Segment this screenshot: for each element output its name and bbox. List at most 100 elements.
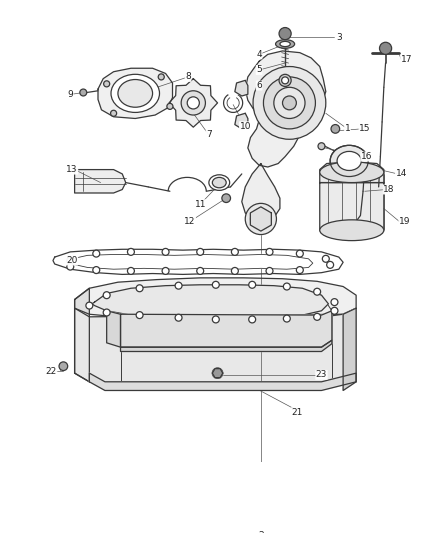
Circle shape bbox=[103, 309, 110, 316]
Polygon shape bbox=[235, 114, 248, 129]
Polygon shape bbox=[242, 164, 280, 222]
Circle shape bbox=[331, 298, 338, 305]
Text: 14: 14 bbox=[396, 169, 407, 179]
Text: 15: 15 bbox=[359, 124, 371, 133]
Circle shape bbox=[331, 125, 339, 133]
Circle shape bbox=[314, 288, 321, 295]
Circle shape bbox=[283, 283, 290, 290]
Polygon shape bbox=[53, 249, 343, 274]
Circle shape bbox=[249, 316, 256, 323]
Polygon shape bbox=[74, 308, 356, 382]
Polygon shape bbox=[69, 254, 313, 269]
Ellipse shape bbox=[212, 177, 226, 188]
Circle shape bbox=[212, 368, 223, 378]
Polygon shape bbox=[98, 68, 173, 118]
Polygon shape bbox=[251, 207, 272, 231]
Circle shape bbox=[379, 42, 392, 54]
Circle shape bbox=[297, 250, 303, 257]
Text: 13: 13 bbox=[66, 165, 78, 174]
Polygon shape bbox=[92, 285, 328, 319]
Circle shape bbox=[282, 77, 289, 84]
Circle shape bbox=[222, 194, 230, 203]
Circle shape bbox=[175, 314, 182, 321]
Ellipse shape bbox=[320, 162, 384, 183]
Circle shape bbox=[67, 263, 74, 270]
Circle shape bbox=[103, 292, 110, 298]
Text: 20: 20 bbox=[66, 256, 78, 265]
Ellipse shape bbox=[320, 220, 384, 240]
Polygon shape bbox=[120, 340, 332, 351]
Text: 10: 10 bbox=[240, 122, 251, 131]
Circle shape bbox=[67, 257, 74, 264]
Text: 9: 9 bbox=[67, 90, 73, 99]
Text: 18: 18 bbox=[383, 185, 395, 194]
Circle shape bbox=[167, 103, 173, 109]
Circle shape bbox=[175, 282, 182, 289]
Text: 16: 16 bbox=[361, 152, 372, 161]
Polygon shape bbox=[74, 278, 356, 321]
Polygon shape bbox=[343, 308, 356, 391]
Circle shape bbox=[197, 268, 204, 274]
Circle shape bbox=[266, 268, 273, 274]
Text: 23: 23 bbox=[316, 370, 327, 379]
Ellipse shape bbox=[330, 146, 368, 176]
Ellipse shape bbox=[337, 151, 361, 171]
Polygon shape bbox=[107, 311, 120, 347]
Circle shape bbox=[187, 97, 199, 109]
Circle shape bbox=[251, 208, 271, 229]
Polygon shape bbox=[89, 373, 356, 391]
Circle shape bbox=[86, 302, 93, 309]
Circle shape bbox=[249, 281, 256, 288]
Circle shape bbox=[231, 248, 238, 255]
Circle shape bbox=[231, 268, 238, 274]
Circle shape bbox=[253, 67, 326, 139]
Circle shape bbox=[322, 255, 329, 262]
Circle shape bbox=[318, 143, 325, 150]
Polygon shape bbox=[74, 169, 126, 193]
Text: 6: 6 bbox=[256, 81, 262, 90]
Polygon shape bbox=[74, 288, 89, 382]
Circle shape bbox=[297, 266, 303, 273]
Polygon shape bbox=[169, 79, 218, 127]
Text: 21: 21 bbox=[292, 408, 303, 417]
Circle shape bbox=[127, 268, 134, 274]
Circle shape bbox=[327, 261, 334, 268]
Polygon shape bbox=[120, 311, 332, 347]
Circle shape bbox=[136, 312, 143, 319]
Text: 1: 1 bbox=[345, 124, 350, 133]
Circle shape bbox=[162, 248, 169, 255]
Ellipse shape bbox=[111, 74, 159, 112]
Circle shape bbox=[93, 266, 100, 273]
Circle shape bbox=[181, 91, 205, 115]
Circle shape bbox=[283, 96, 297, 110]
Text: 3: 3 bbox=[336, 33, 342, 42]
Circle shape bbox=[212, 281, 219, 288]
Circle shape bbox=[162, 268, 169, 274]
Circle shape bbox=[266, 248, 273, 255]
Circle shape bbox=[331, 308, 338, 314]
Circle shape bbox=[197, 248, 204, 255]
Ellipse shape bbox=[209, 175, 230, 190]
Circle shape bbox=[59, 362, 68, 370]
Circle shape bbox=[245, 204, 276, 235]
Text: 19: 19 bbox=[399, 217, 410, 226]
Text: 17: 17 bbox=[401, 55, 412, 64]
Ellipse shape bbox=[118, 79, 152, 107]
Circle shape bbox=[93, 250, 100, 257]
Circle shape bbox=[110, 110, 117, 116]
Circle shape bbox=[279, 28, 291, 39]
Circle shape bbox=[274, 87, 305, 118]
Text: 4: 4 bbox=[256, 50, 262, 59]
Text: 2: 2 bbox=[258, 531, 264, 533]
Ellipse shape bbox=[276, 39, 295, 49]
Circle shape bbox=[104, 81, 110, 87]
Polygon shape bbox=[320, 162, 384, 238]
Circle shape bbox=[263, 77, 315, 129]
Circle shape bbox=[314, 313, 321, 320]
Polygon shape bbox=[212, 369, 223, 378]
Polygon shape bbox=[235, 80, 248, 96]
Circle shape bbox=[80, 89, 87, 96]
Circle shape bbox=[283, 315, 290, 322]
Text: 11: 11 bbox=[194, 200, 206, 209]
Circle shape bbox=[136, 285, 143, 292]
